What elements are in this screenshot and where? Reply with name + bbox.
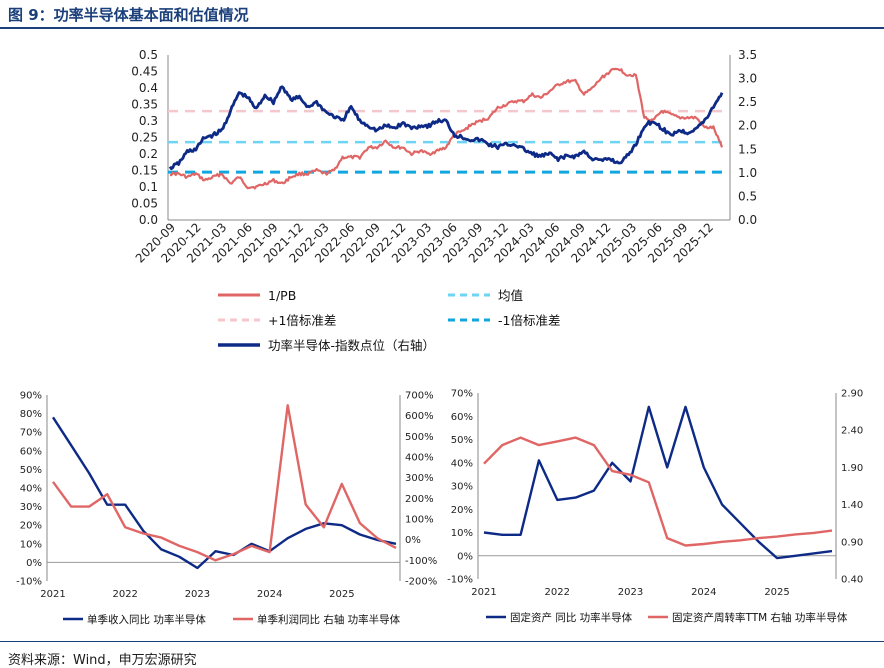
bl-x-tick-label: 2023 [185,589,210,600]
top-left-tick-label: 0.25 [131,131,158,145]
top-right-tick-label: 2.5 [738,95,757,109]
top-series-1pb-line [169,67,724,190]
bl-x-tick-label: 2022 [112,589,137,600]
br-legend-label: 固定资产 同比 功率半导体 [510,611,633,624]
br-x-tick-label: 2023 [618,587,643,598]
bl-legend-label: 单季利润同比 右轴 功率半导体 [257,613,401,626]
bl-right-tick-label: 700% [405,391,434,402]
bl-left-tick-label: 50% [20,465,42,476]
bl-right-tick-label: 400% [405,453,434,464]
bl-left-tick-label: 20% [20,521,42,532]
source-note: 资料来源：Wind，申万宏源研究 [8,653,197,668]
br-left-tick-label: 60% [451,412,473,423]
bl-left-tick-label: 90% [20,391,42,402]
br-left-tick-label: 30% [451,482,473,493]
bl-right-tick-label: 0% [405,535,421,546]
br-x-tick-label: 2021 [471,587,496,598]
br-left-tick-label: 0% [457,551,473,562]
top-left-tick-label: 0.3 [139,114,158,128]
top-legend-label: +1倍标准差 [268,313,336,328]
top-right-tick-label: 2.0 [738,119,757,133]
bl-x-tick-label: 2024 [257,589,282,600]
br-left-tick-label: 10% [451,528,473,539]
bl-left-tick-label: 60% [20,446,42,457]
title-rule [0,27,884,29]
bl-legend-label: 单季收入同比 功率半导体 [87,613,206,626]
br-right-tick-label: 1.40 [841,500,863,511]
br-right-tick-label: 0.90 [841,537,863,548]
bl-left-tick-label: 0% [26,558,42,569]
bl-series-line-1 [51,416,397,570]
br-right-tick-label: 2.90 [841,389,863,400]
top-left-tick-label: 0.4 [139,81,158,95]
br-left-tick-label: 70% [451,389,473,400]
br-legend-label: 固定资产周转率TTM 右轴 功率半导体 [672,611,848,624]
top-legend-label: 功率半导体-指数点位（右轴） [268,338,435,353]
br-left-tick-label: 50% [451,435,473,446]
top-legend-label: 均值 [498,288,523,303]
top-right-tick-label: 1.5 [738,142,757,156]
bl-right-tick-label: 300% [405,473,434,484]
top-series-index-line [168,85,724,171]
br-series-line-2 [483,436,833,547]
top-left-tick-label: 0.0 [139,213,158,227]
figure-title: 图 9：功率半导体基本面和估值情况 [8,6,249,24]
revenue-profit-chart: -10% 0% 10% 20% 30% 40% 50% 60% 70% 80% 90% -200% -1… [16,391,437,627]
bl-right-tick-label: 600% [405,411,434,422]
top-right-tick-label: 3.0 [738,72,757,86]
br-left-tick-label: 40% [451,458,473,469]
top-right-tick-label: 0.0 [738,213,757,227]
top-left-tick-label: 0.5 [139,48,158,62]
top-left-tick-label: 0.15 [131,164,158,178]
br-left-tick-label: 20% [451,505,473,516]
bl-right-tick-label: 100% [405,515,434,526]
bl-right-tick-label: 200% [405,494,434,505]
top-right-tick-label: 1.0 [738,166,757,180]
bl-right-tick-label: 500% [405,432,434,443]
br-left-tick-label: -10% [447,575,473,586]
br-right-tick-label: 0.40 [841,575,863,586]
br-x-tick-label: 2024 [691,587,716,598]
bl-x-tick-label: 2025 [329,589,354,600]
bl-series-line-2 [52,404,397,562]
br-x-tick-label: 2025 [764,587,789,598]
fixed-assets-chart: -10% 0% 10% 20% 30% 40% 50% 60% 70% 0.40 0.90 1.40 1… [447,389,863,625]
br-right-tick-label: 2.40 [841,426,863,437]
top-right-tick-label: 0.5 [738,189,757,203]
top-legend-label: -1倍标准差 [498,313,560,328]
bl-left-tick-label: 70% [20,428,42,439]
top-legend-label: 1/PB [268,288,296,303]
br-series-line-1 [483,405,833,560]
br-right-tick-label: 1.90 [841,463,863,474]
valuation-chart: 0.0 0.05 0.1 0.15 0.2 0.25 0.3 0.35 0.4 0.45 0.5 0.… [131,48,757,353]
top-left-tick-label: 0.1 [139,180,158,194]
bl-right-tick-label: -100% [405,556,437,567]
top-left-tick-label: 0.35 [131,98,158,112]
bl-left-tick-label: 40% [20,484,42,495]
bl-x-tick-label: 2021 [40,589,65,600]
top-left-tick-label: 0.2 [139,147,158,161]
source-rule [0,641,884,642]
bl-right-tick-label: -200% [405,577,437,588]
br-x-tick-label: 2022 [545,587,570,598]
top-right-tick-label: 3.5 [738,48,757,62]
top-left-tick-label: 0.45 [131,65,158,79]
bl-left-tick-label: -10% [16,577,42,588]
bl-left-tick-label: 10% [20,539,42,550]
bl-left-tick-label: 80% [20,409,42,420]
top-left-tick-label: 0.05 [131,197,158,211]
bl-left-tick-label: 30% [20,502,42,513]
